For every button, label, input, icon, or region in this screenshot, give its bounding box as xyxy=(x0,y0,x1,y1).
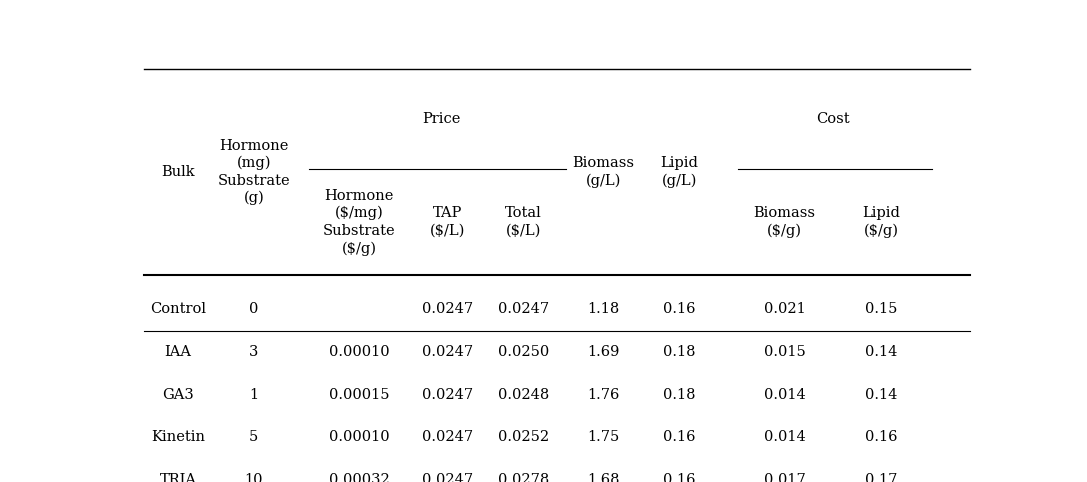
Text: Lipid
($/g): Lipid ($/g) xyxy=(862,206,900,238)
Text: 0.16: 0.16 xyxy=(865,430,898,444)
Text: 0.00010: 0.00010 xyxy=(328,430,389,444)
Text: 0.00032: 0.00032 xyxy=(328,473,389,482)
Text: 0.0247: 0.0247 xyxy=(422,430,473,444)
Text: Price: Price xyxy=(422,112,461,126)
Text: 0.16: 0.16 xyxy=(663,430,696,444)
Text: 0.18: 0.18 xyxy=(663,388,696,402)
Text: 1.68: 1.68 xyxy=(587,473,620,482)
Text: 0.0252: 0.0252 xyxy=(498,430,549,444)
Text: Biomass
(g/L): Biomass (g/L) xyxy=(573,156,635,188)
Text: Biomass
($/g): Biomass ($/g) xyxy=(753,206,815,238)
Text: 0.0247: 0.0247 xyxy=(498,302,549,316)
Text: Total
($/L): Total ($/L) xyxy=(505,206,541,238)
Text: GA3: GA3 xyxy=(162,388,193,402)
Text: 3: 3 xyxy=(249,345,259,359)
Text: 10: 10 xyxy=(245,473,263,482)
Text: Control: Control xyxy=(150,302,207,316)
Text: 0.021: 0.021 xyxy=(764,302,805,316)
Text: Hormone
($/mg)
Substrate
($/g): Hormone ($/mg) Substrate ($/g) xyxy=(323,188,396,255)
Text: 0.0248: 0.0248 xyxy=(498,388,549,402)
Text: 0.015: 0.015 xyxy=(764,345,805,359)
Text: 0.017: 0.017 xyxy=(764,473,805,482)
Text: 0.0247: 0.0247 xyxy=(422,388,473,402)
Text: 0: 0 xyxy=(249,302,259,316)
Text: Lipid
(g/L): Lipid (g/L) xyxy=(660,156,698,188)
Text: 1: 1 xyxy=(249,388,259,402)
Text: 0.0247: 0.0247 xyxy=(422,302,473,316)
Text: 0.18: 0.18 xyxy=(663,345,696,359)
Text: 0.16: 0.16 xyxy=(663,473,696,482)
Text: 0.0278: 0.0278 xyxy=(498,473,549,482)
Text: Cost: Cost xyxy=(816,112,850,126)
Text: 0.14: 0.14 xyxy=(865,388,898,402)
Text: 5: 5 xyxy=(249,430,259,444)
Text: 0.0247: 0.0247 xyxy=(422,473,473,482)
Text: TAP
($/L): TAP ($/L) xyxy=(429,206,465,238)
Text: TRIA: TRIA xyxy=(160,473,197,482)
Text: 1.75: 1.75 xyxy=(587,430,620,444)
Text: 1.76: 1.76 xyxy=(587,388,620,402)
Text: 0.00010: 0.00010 xyxy=(328,345,389,359)
Text: 0.014: 0.014 xyxy=(764,388,805,402)
Text: 0.17: 0.17 xyxy=(865,473,898,482)
Text: 0.00015: 0.00015 xyxy=(329,388,389,402)
Text: Hormone
(mg)
Substrate
(g): Hormone (mg) Substrate (g) xyxy=(217,138,290,205)
Text: 0.16: 0.16 xyxy=(663,302,696,316)
Text: 0.0247: 0.0247 xyxy=(422,345,473,359)
Text: Kinetin: Kinetin xyxy=(151,430,205,444)
Text: 0.15: 0.15 xyxy=(865,302,898,316)
Text: 0.14: 0.14 xyxy=(865,345,898,359)
Text: IAA: IAA xyxy=(164,345,191,359)
Text: 0.014: 0.014 xyxy=(764,430,805,444)
Text: 1.69: 1.69 xyxy=(587,345,620,359)
Text: 1.18: 1.18 xyxy=(587,302,620,316)
Text: Bulk: Bulk xyxy=(161,165,195,179)
Text: 0.0250: 0.0250 xyxy=(498,345,549,359)
